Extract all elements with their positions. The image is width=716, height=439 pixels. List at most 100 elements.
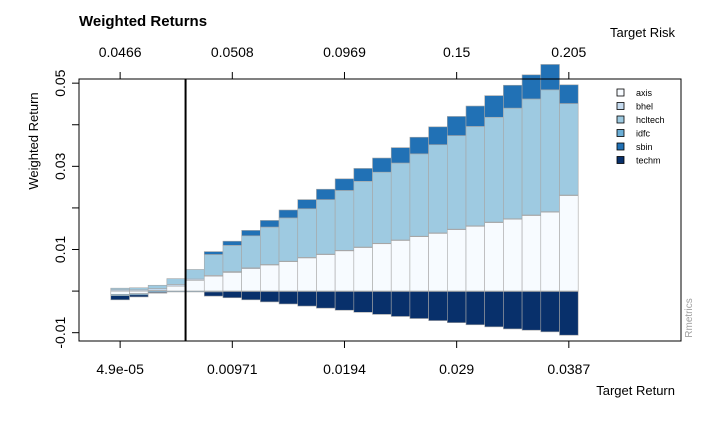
bar-segment-hcltech (222, 245, 242, 272)
bar-segment-axis (166, 285, 186, 292)
bottom-tick-label: 0.0194 (323, 361, 366, 377)
legend-label-idfc: idfc (636, 129, 651, 139)
bar-segment-hcltech (334, 190, 355, 251)
bar-segment-axis (241, 268, 261, 292)
bar-segment-axis (203, 275, 224, 292)
bar-segment-sbin (559, 84, 579, 104)
bar-segment-sbin (334, 178, 355, 191)
bottom-tick-label: 0.0387 (547, 361, 590, 377)
bar-segment-axis (465, 225, 486, 292)
bar-segment-sbin (390, 147, 411, 164)
bar-segment-axis (372, 243, 392, 292)
bar-segment-hcltech (147, 284, 168, 289)
bar-segment-sbin (484, 95, 504, 118)
bar-segment-hcltech (484, 116, 504, 223)
bar-segment-techm (521, 291, 542, 331)
bar-segment-axis (316, 254, 336, 292)
bar-segment-hcltech (129, 287, 149, 291)
bottom-axis-label: Target Return (596, 383, 675, 398)
bar-segment-techm (203, 291, 224, 297)
bar-segment-hcltech (446, 135, 467, 230)
bar-segment-techm (129, 294, 149, 298)
bar-segment-axis (540, 211, 560, 292)
bar-segment-axis (503, 218, 523, 292)
bar-segment-axis (129, 290, 149, 294)
bar-segment-axis (353, 247, 373, 292)
bar-segment-sbin (446, 116, 467, 136)
bar-segment-sbin (409, 136, 429, 155)
bar-segment-sbin (297, 199, 317, 210)
legend-label-axis: axis (636, 88, 653, 98)
bar-segment-axis (222, 272, 242, 292)
bar-segment-sbin (260, 220, 280, 228)
legend-label-bhel: bhel (636, 102, 653, 112)
bar-segment-techm (390, 291, 411, 317)
top-tick-label: 0.0508 (211, 44, 254, 60)
bar-segment-axis (521, 215, 542, 292)
bar-segment-techm (147, 292, 168, 294)
bar-segment-axis (446, 229, 467, 292)
bar-segment-techm (260, 291, 280, 303)
legend-label-techm: techm (636, 156, 661, 166)
bar-segment-hcltech (390, 162, 411, 241)
bar-segment-axis (334, 250, 355, 292)
bar-segment-idfc (185, 290, 205, 293)
bar-segment-sbin (428, 126, 448, 146)
bar-segment-techm (503, 291, 523, 330)
bar-segment-hcltech (241, 235, 261, 269)
legend-swatch-bhel (616, 102, 625, 110)
bar-segment-axis (409, 236, 429, 292)
bar-segment-sbin (353, 168, 373, 182)
bar-segment-hcltech (465, 126, 486, 227)
bar-segment-hcltech (503, 107, 523, 220)
legend-label-hcltech: hcltech (636, 115, 665, 125)
bar-segment-axis (260, 264, 280, 292)
plot-frame (78, 78, 682, 342)
bar-segment-axis (185, 279, 205, 292)
bar-segment-hcltech (110, 287, 130, 291)
bar-segment-axis (110, 290, 130, 295)
bar-segment-hcltech (316, 199, 336, 255)
bottom-tick-label: 4.9e-05 (96, 361, 144, 377)
bar-segment-hcltech (260, 226, 280, 265)
bar-segment-techm (297, 291, 317, 307)
bar-segment-axis (559, 195, 579, 292)
rmetrics-watermark: Rmetrics (684, 298, 695, 337)
top-tick-label: 0.0969 (323, 44, 366, 60)
bar-segment-sbin (203, 251, 224, 255)
bar-segment-techm (428, 291, 448, 321)
bar-segment-idfc (166, 290, 186, 293)
top-tick-label: 0.205 (551, 44, 586, 60)
bar-segment-techm (222, 291, 242, 299)
top-tick-label: 0.15 (443, 44, 470, 60)
bar-segment-hcltech (185, 269, 205, 280)
bar-segment-techm (316, 291, 336, 309)
bar-segment-hcltech (353, 181, 373, 248)
bar-segment-sbin (540, 64, 560, 91)
bar-segment-hcltech (540, 89, 560, 212)
bar-segment-techm (372, 291, 392, 315)
y-tick-label: -0.01 (52, 317, 68, 349)
bar-segment-techm (559, 291, 579, 336)
bottom-tick-label: 0.00971 (207, 361, 258, 377)
bar-segment-sbin (241, 230, 261, 237)
axes: -0.01 0.01 0.03 0.05 4.9e-05 0.00971 0.0194 0.0… (52, 44, 590, 377)
bar-segment-sbin (222, 240, 242, 246)
bar-segment-techm (484, 291, 504, 328)
bar-segment-hcltech (278, 217, 299, 262)
bar-segment-hcltech (166, 278, 186, 285)
y-axis-label: Weighted Return (26, 92, 41, 189)
bar-segment-techm (465, 291, 486, 326)
bar-segment-hcltech (521, 98, 542, 216)
bar-segment-axis (278, 261, 299, 292)
bar-segment-hcltech (409, 153, 429, 237)
chart-title: Weighted Returns (79, 13, 207, 30)
bar-segment-techm (353, 291, 373, 313)
bar-segment-sbin (465, 105, 486, 127)
bar-segment-techm (110, 295, 130, 301)
bar-segment-sbin (503, 84, 523, 109)
bar-segment-sbin (278, 209, 299, 219)
legend-swatch-sbin (616, 142, 625, 151)
legend-swatch-idfc (616, 129, 625, 137)
